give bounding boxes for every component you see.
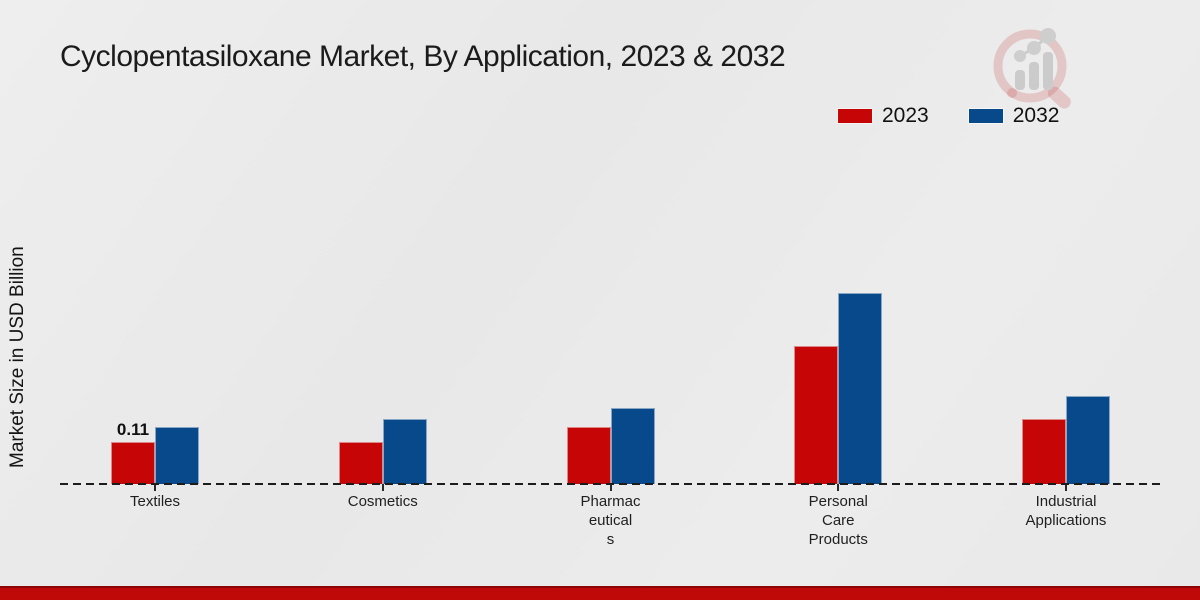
legend-swatch-2032 <box>968 109 1003 123</box>
legend-label-2023: 2023 <box>882 104 929 127</box>
legend-item-2023: 2023 <box>838 104 929 128</box>
axis-tick <box>1065 484 1067 491</box>
bar-value-label: 0.11 <box>116 420 150 439</box>
legend-item-2032: 2032 <box>968 104 1060 128</box>
category-label: Personal Care Products <box>808 493 868 548</box>
axis-tick <box>609 484 612 491</box>
bar-2032-industrial-applications <box>1066 396 1110 484</box>
axis-tick <box>837 484 840 491</box>
axis-tick <box>381 484 384 491</box>
axis-tick <box>154 484 156 491</box>
bar-2032-personal-care-products <box>838 293 883 484</box>
legend: 2023 2032 <box>838 104 1085 128</box>
category-label: Textiles <box>129 493 181 510</box>
bar-2023-personal-care-products <box>794 346 839 484</box>
bar-2023-pharmaceuticals <box>566 427 611 484</box>
bar-2032-textiles <box>155 427 199 484</box>
bar-2032-pharmaceuticals <box>610 408 655 484</box>
bar-2023-industrial-applications <box>1022 419 1066 484</box>
category-label: Industrial Applications <box>1025 493 1107 529</box>
legend-label-2032: 2032 <box>1012 104 1060 127</box>
category-label: Cosmetics <box>347 493 418 510</box>
chart-title: Cyclopentasiloxane Market, By Applicatio… <box>60 40 786 73</box>
category-label: Pharmac eutical s <box>580 493 641 548</box>
bar-2032-cosmetics <box>382 419 427 484</box>
footer-accent-bar <box>0 586 1200 600</box>
x-axis-baseline <box>60 483 1160 485</box>
bar-2023-textiles <box>111 442 155 484</box>
market-research-logo-icon <box>993 28 1071 109</box>
bar-2023-cosmetics <box>338 442 383 484</box>
legend-swatch-2023 <box>838 109 872 123</box>
